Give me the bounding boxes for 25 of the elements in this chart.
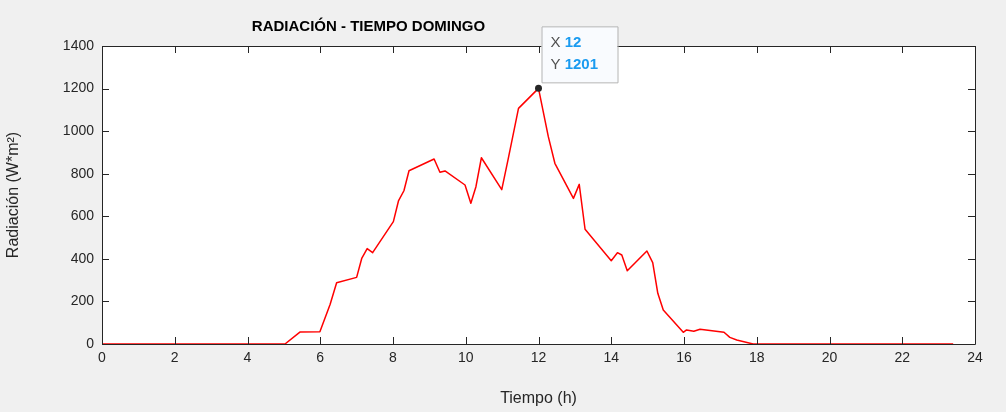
y-tick-label: 1200 xyxy=(62,79,95,96)
x-tick-label: 14 xyxy=(603,349,620,366)
y-tick-label: 200 xyxy=(70,292,95,309)
x-tick-label: 6 xyxy=(316,349,325,366)
x-tick-label: 2 xyxy=(170,349,179,366)
x-tick-label: 0 xyxy=(98,349,107,366)
x-tick-label: 10 xyxy=(457,349,474,366)
chart-title: RADIACIÓN - TIEMPO DOMINGO xyxy=(251,16,486,34)
y-tick-label: 1400 xyxy=(62,36,95,53)
y-tick-label: 1000 xyxy=(62,122,95,138)
y-tick-label: 600 xyxy=(70,207,95,224)
x-tick-label: 18 xyxy=(748,349,765,366)
x-tick-label: 20 xyxy=(821,349,838,366)
x-axis-title: Tiempo (h) xyxy=(500,388,577,406)
y-tick-label: 800 xyxy=(70,164,95,181)
x-tick-label: 16 xyxy=(676,349,692,366)
x-tick-label: 12 xyxy=(530,349,547,366)
y-axis-title: Radiación (W*m²) xyxy=(4,131,22,259)
x-tick-label: 8 xyxy=(389,349,398,366)
y-tick-label: 400 xyxy=(70,249,95,266)
x-tick-label: 4 xyxy=(243,349,252,366)
x-tick-label: 22 xyxy=(894,349,911,366)
x-tick-label: 24 xyxy=(967,349,983,366)
y-tick-label: 0 xyxy=(86,334,95,351)
annotation: X 12 Y 1201 xyxy=(550,33,599,73)
